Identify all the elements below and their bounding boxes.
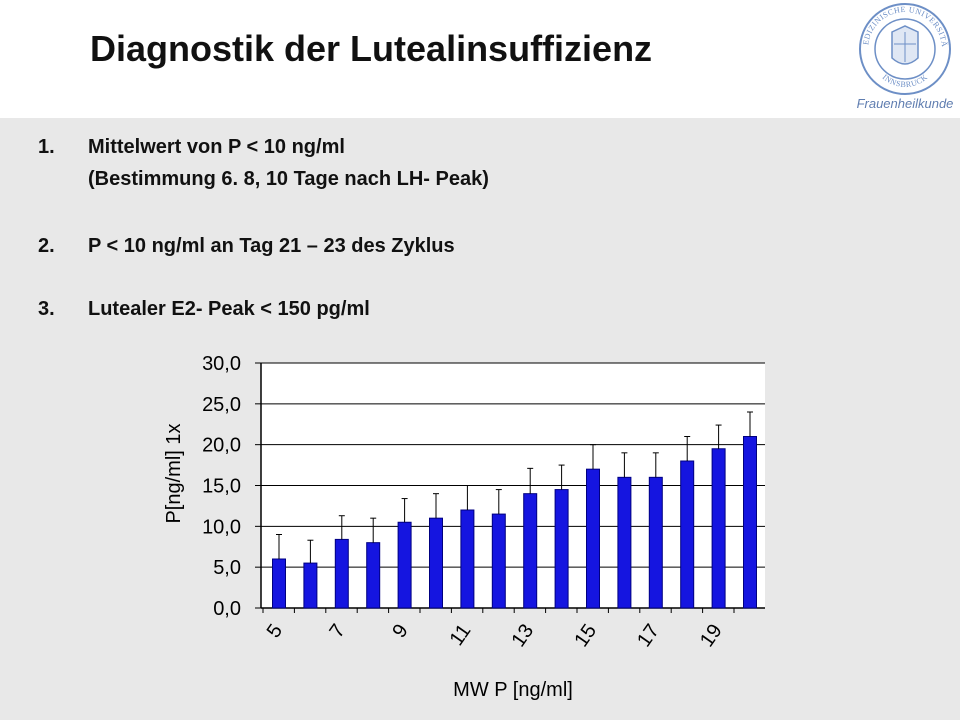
y-tick-label: 15,0 bbox=[202, 476, 241, 498]
x-tick-label: 7 bbox=[325, 620, 349, 642]
bar bbox=[743, 436, 757, 609]
bar bbox=[554, 489, 569, 609]
x-tick-label: 5 bbox=[263, 620, 287, 642]
bar bbox=[491, 513, 506, 609]
x-tick-label: 11 bbox=[446, 620, 476, 650]
y-tick-label: 20,0 bbox=[202, 435, 241, 457]
y-axis-title: P[ng/ml] 1x bbox=[163, 423, 185, 523]
bar bbox=[366, 542, 381, 609]
criterion-number: 3. bbox=[38, 298, 55, 320]
x-tick-label: 13 bbox=[508, 620, 539, 651]
y-tick-label: 5,0 bbox=[213, 557, 241, 579]
bar bbox=[303, 562, 318, 609]
criterion-number: 1. bbox=[38, 136, 55, 158]
bar bbox=[460, 509, 475, 609]
bar bbox=[711, 448, 726, 609]
bar bbox=[429, 517, 443, 609]
progesterone-bar-chart: 0,0 5,0 10,0 15,0 20,0 25,0 30,0 5 7 9 11 13 15 17 19 M… bbox=[163, 353, 765, 701]
bar bbox=[586, 468, 600, 609]
bar bbox=[523, 493, 538, 609]
criterion-text: Mittelwert von P < 10 ng/ml bbox=[88, 136, 345, 158]
university-seal-logo: MEDIZINISCHE UNIVERSITÄT INNSBRUCK bbox=[852, 2, 951, 95]
bar bbox=[397, 521, 412, 609]
y-tick-label: 30,0 bbox=[202, 353, 241, 375]
x-tick-label: 9 bbox=[388, 620, 412, 642]
slide-content: 1. Mittelwert von P < 10 ng/ml (Bestimmu… bbox=[0, 118, 960, 720]
criterion-text: Lutealer E2- Peak < 150 pg/ml bbox=[88, 298, 370, 320]
slide-title: Diagnostik der Lutealinsuffizienz bbox=[90, 28, 653, 69]
x-tick-label: 17 bbox=[633, 620, 664, 651]
bar bbox=[680, 460, 695, 609]
header-bar: Diagnostik der Lutealinsuffizienz MEDIZI… bbox=[0, 0, 960, 118]
bar bbox=[617, 476, 632, 609]
y-tick-label: 0,0 bbox=[213, 598, 241, 620]
x-tick-label: 19 bbox=[696, 620, 727, 651]
x-axis-title: MW P [ng/ml] bbox=[453, 679, 573, 701]
bar bbox=[334, 538, 349, 609]
department-name: Frauenheilkunde bbox=[856, 96, 954, 111]
x-tick-label: 15 bbox=[570, 620, 601, 651]
criterion-text: P < 10 ng/ml an Tag 21 – 23 des Zyklus bbox=[88, 235, 455, 257]
criterion-subtext: (Bestimmung 6. 8, 10 Tage nach LH- Peak) bbox=[88, 168, 489, 190]
bar bbox=[272, 558, 286, 609]
y-tick-label: 25,0 bbox=[202, 394, 241, 416]
y-tick-label: 10,0 bbox=[202, 516, 241, 538]
bar bbox=[648, 476, 663, 609]
criterion-number: 2. bbox=[38, 235, 55, 257]
